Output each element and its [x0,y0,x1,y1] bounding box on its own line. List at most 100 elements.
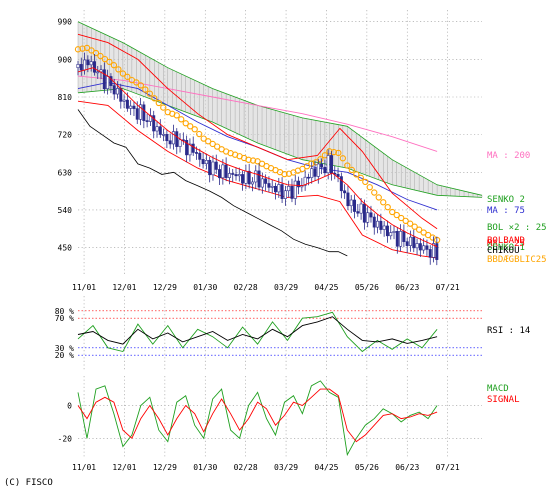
senko1-line [77,88,483,198]
candle-body-0 [76,64,80,69]
bollinger-dot-50 [299,165,306,173]
bollinger-dot-11 [124,73,131,80]
candle-body-42 [214,161,218,170]
legend-overlap-2: MA : 25 [487,239,525,249]
signal-line [77,388,438,443]
bollinger-dot-17 [151,95,158,102]
candle-body-43 [218,169,222,179]
candle-body-10 [109,76,113,86]
candle-body-73 [316,163,320,177]
macd-x-tick-9: 07/21 [436,463,460,472]
candle-body-104 [418,243,422,251]
price-y-tick-5: 540 [58,206,73,215]
candle-body-23 [152,115,156,132]
price-x-tick-3: 01/30 [193,283,217,292]
rsi-y-tick-1: 70 % [55,314,74,323]
candle-body-54 [254,170,258,183]
candle-body-65 [290,185,294,199]
candle-body-55 [257,170,261,188]
candle-body-52 [247,170,251,185]
candle-body-82 [346,192,350,207]
bollinger-dot-71 [393,211,400,219]
candle-body-1 [79,64,83,71]
candle-body-41 [211,161,215,176]
candle-body-45 [224,164,228,178]
candle-body-84 [353,199,357,212]
candle-body-96 [392,231,396,233]
candle-body-79 [336,174,340,177]
candle-body-66 [293,180,297,199]
candle-body-14 [122,99,126,102]
candle-body-47 [231,173,235,175]
candle-body-58 [267,183,271,188]
candle-body-50 [241,174,245,184]
candle-body-37 [198,152,202,160]
candle-body-35 [191,143,195,153]
candle-body-19 [139,104,143,120]
candle-body-59 [270,185,274,188]
candle-body-48 [234,174,238,177]
price-x-tick-6: 04/25 [314,283,338,292]
bollinger-dot-73 [402,217,409,225]
candle-body-64 [287,185,291,192]
candle-body-72 [313,168,317,177]
price-x-tick-5: 03/29 [274,283,298,292]
price-x-tick-7: 05/26 [355,283,379,292]
candle-body-12 [116,88,120,95]
bollinger-dot-72 [398,214,405,222]
candle-body-75 [323,166,327,174]
price-x-ticks: 11/01 12/01 12/29 01/30 02/28 03/29 04/25 05/26… [72,283,460,292]
candle-body-71 [310,168,314,179]
ma200-line [77,75,438,152]
legend-ma200: MA : 200 [487,151,530,161]
candle-body-40 [208,159,212,176]
legend-signal: SIGNAL [487,395,520,405]
macd-y-tick-1: -20 [58,434,73,443]
candle-body-93 [382,225,386,230]
bollinger-dot-68 [380,199,387,206]
macd-line [77,380,438,457]
price-y-tick-3: 720 [58,131,73,140]
candle-body-69 [303,176,307,186]
candle-body-95 [389,232,393,237]
bollinger-dot-56 [326,148,333,155]
candle-body-70 [306,176,310,179]
bollinger-dot-22 [173,112,180,119]
bollinger-dot-2 [83,44,91,52]
macd-x-tick-4: 02/28 [234,463,258,472]
candle-body-31 [178,139,182,147]
price-y-tick-0: 990 [58,18,73,27]
price-y-tick-4: 630 [58,168,73,177]
candle-body-97 [395,231,399,247]
candle-body-105 [422,245,426,251]
candle-body-21 [145,120,149,122]
candlesticks [76,52,439,266]
bollinger-dot-31 [214,143,221,150]
bollinger-dot-54 [317,156,324,163]
legend-senko2: SENKO 2 [487,195,525,205]
candle-body-8 [102,69,106,90]
bollinger-dot-24 [182,120,189,127]
rsi-grid [83,296,448,370]
bollinger-dot-6 [101,55,109,63]
macd-x-tick-1: 12/01 [112,463,136,472]
bollinger-dot-26 [191,126,198,133]
candle-body-89 [369,212,373,218]
candle-body-15 [125,99,129,109]
bollinger-dot-39 [249,157,257,164]
price-x-tick-1: 12/01 [112,283,136,292]
price-y-ticks: 990 900 810 720 630 540 450 [58,18,73,253]
bollinger-dot-25 [187,123,194,130]
bollinger-dot-13 [133,79,140,86]
legend-overlap-3: SENKO 1 [487,243,525,253]
candle-body-85 [356,211,360,214]
macd-x-tick-7: 05/26 [355,463,379,472]
rsi-panel: 80 %70 % 30 %20 % [55,296,482,370]
bollinger-upper-line [77,33,438,230]
candle-body-30 [175,131,179,147]
bollinger-dot-0 [74,46,82,53]
candle-body-63 [283,190,287,199]
candle-body-102 [412,236,416,249]
macd-x-tick-3: 01/30 [193,463,217,472]
candle-body-99 [402,231,406,242]
